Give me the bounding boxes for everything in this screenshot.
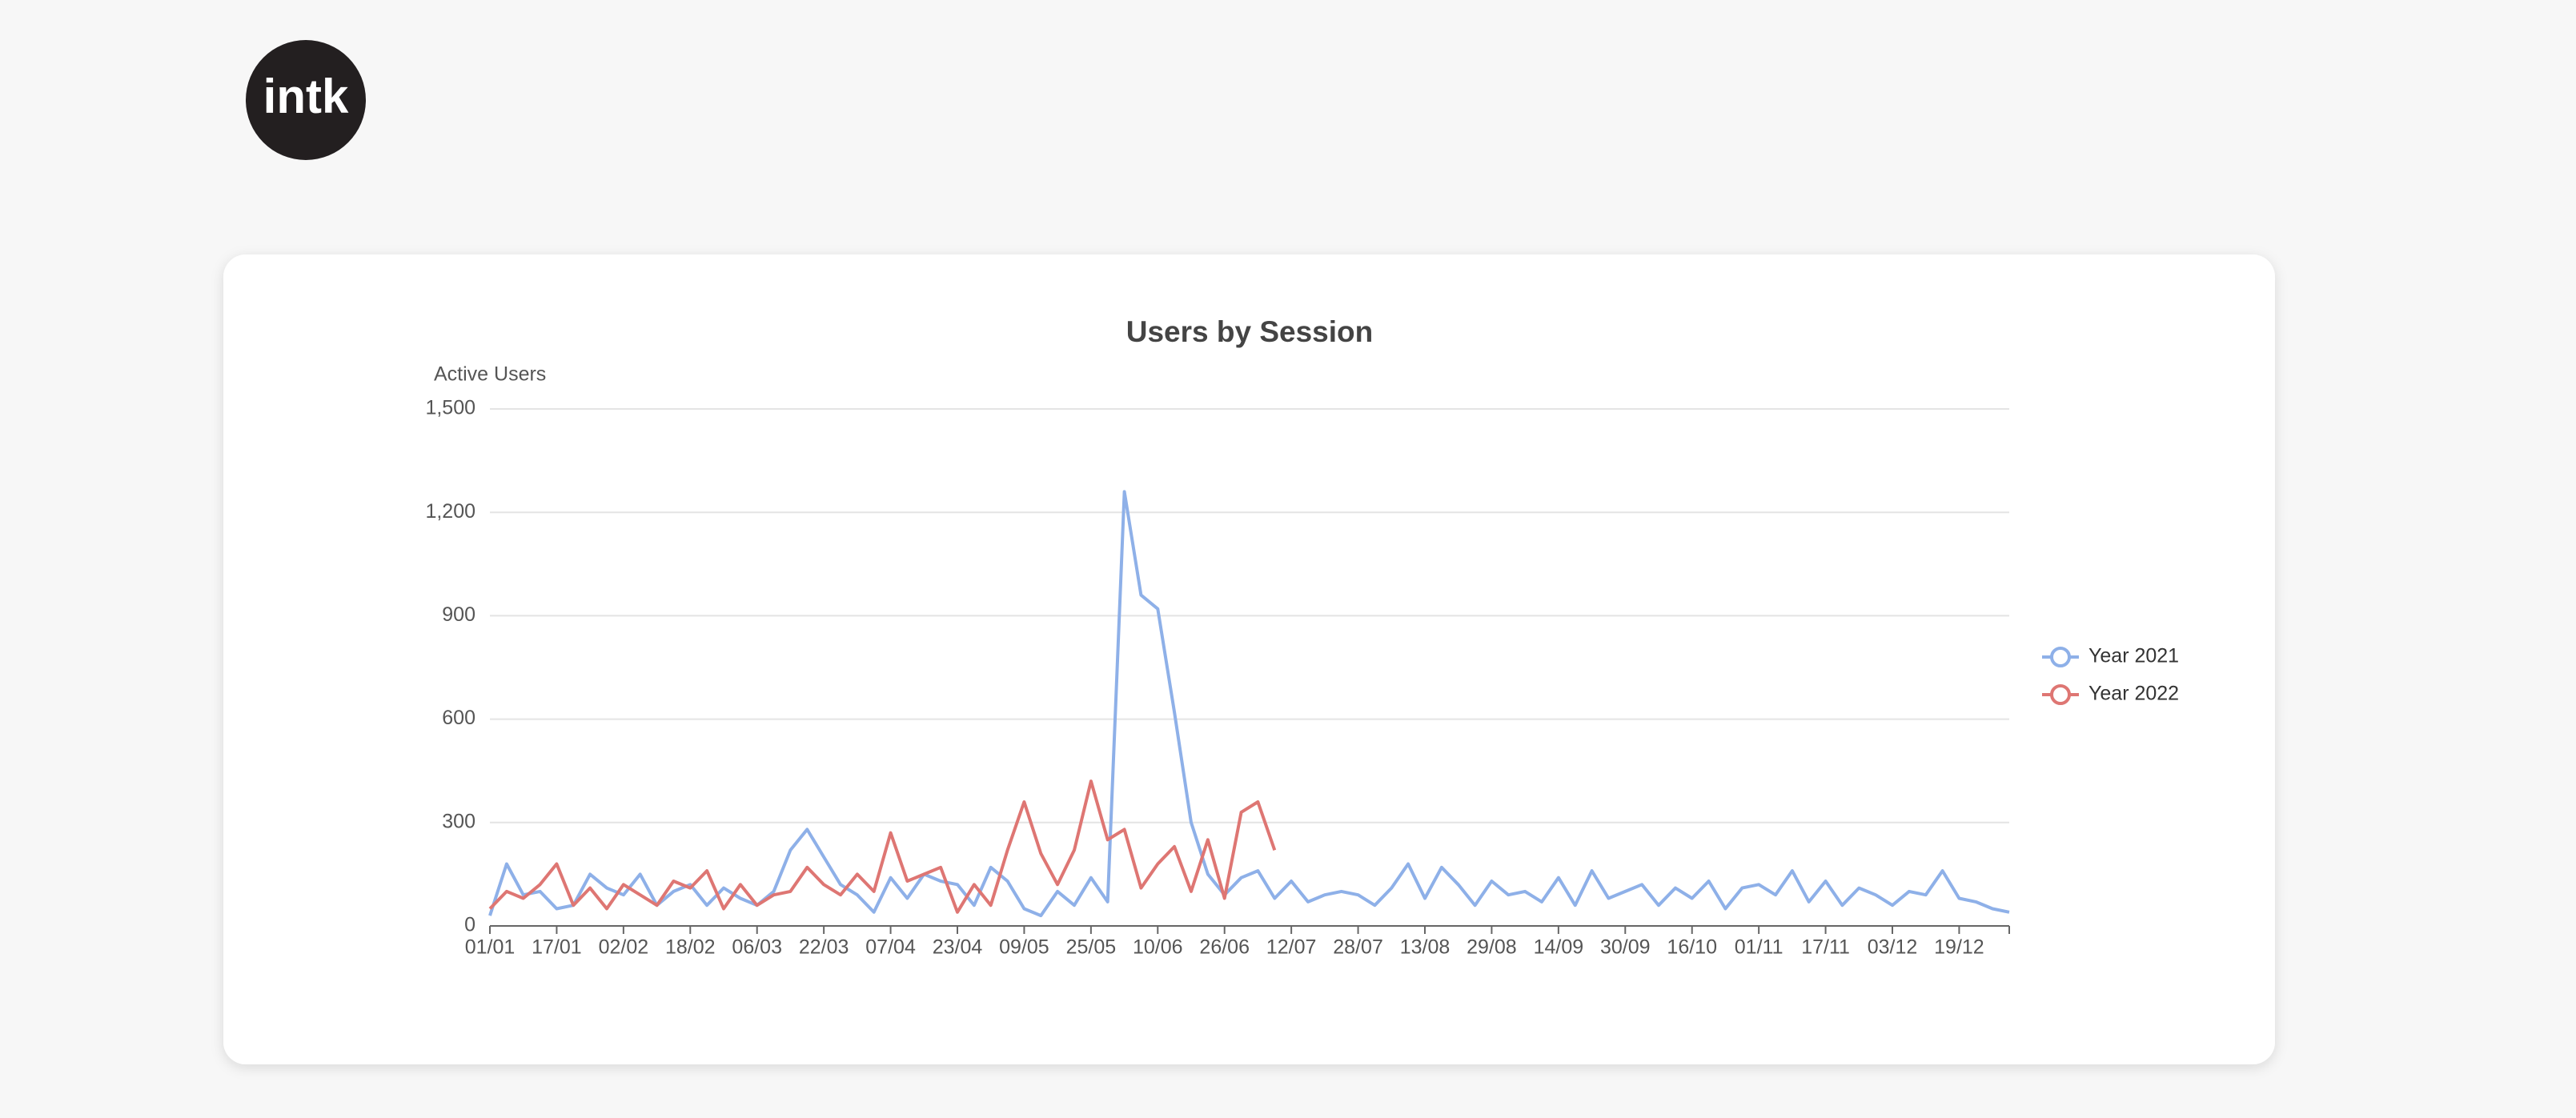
logo-text[interactable]: intk bbox=[263, 70, 349, 123]
legend-marker bbox=[2050, 647, 2071, 667]
y-tick-label: 0 bbox=[464, 914, 475, 936]
x-tick-label: 17/01 bbox=[532, 936, 582, 959]
x-tick-label: 18/02 bbox=[665, 936, 716, 959]
x-tick-label: 16/10 bbox=[1667, 936, 1717, 959]
x-tick-label: 14/09 bbox=[1534, 936, 1584, 959]
x-tick-label: 22/03 bbox=[799, 936, 849, 959]
x-tick-label: 19/12 bbox=[1934, 936, 1984, 959]
legend-marker bbox=[2050, 684, 2071, 705]
x-tick-label: 30/09 bbox=[1600, 936, 1651, 959]
y-tick-label: 1,500 bbox=[425, 397, 475, 419]
card bbox=[223, 254, 2275, 1064]
x-tick-label: 03/12 bbox=[1868, 936, 1918, 959]
x-tick-label: 25/05 bbox=[1066, 936, 1117, 959]
x-tick-label: 02/02 bbox=[599, 936, 649, 959]
x-tick-label: 28/07 bbox=[1333, 936, 1383, 959]
y-tick-label: 900 bbox=[442, 603, 475, 626]
x-tick-label: 10/06 bbox=[1133, 936, 1183, 959]
series-line bbox=[488, 490, 2010, 918]
x-tick-label: 29/08 bbox=[1467, 936, 1517, 959]
y-tick-label: 300 bbox=[442, 810, 475, 832]
x-tick-label: 07/04 bbox=[865, 936, 916, 959]
x-tick-label: 12/07 bbox=[1266, 936, 1317, 959]
x-tick-label: 06/03 bbox=[732, 936, 782, 959]
x-tick-label: 01/11 bbox=[1735, 936, 1784, 959]
x-tick-label: 13/08 bbox=[1400, 936, 1451, 959]
y-axis-label: Active Users bbox=[434, 363, 546, 386]
legend-label: Year 2021 bbox=[2088, 645, 2179, 667]
legend-label: Year 2022 bbox=[2088, 683, 2179, 705]
y-tick-label: 1,200 bbox=[425, 500, 475, 523]
chart-title: Users by Session bbox=[1126, 315, 1373, 348]
x-tick-label: 17/11 bbox=[1801, 936, 1850, 959]
x-tick-label: 26/06 bbox=[1199, 936, 1250, 959]
x-tick-label: 09/05 bbox=[999, 936, 1049, 959]
logo[interactable] bbox=[246, 40, 366, 160]
y-tick-label: 600 bbox=[442, 707, 475, 729]
x-tick-label: 01/01 bbox=[465, 936, 516, 959]
series-line bbox=[488, 779, 1277, 914]
x-tick-label: 23/04 bbox=[933, 936, 983, 959]
